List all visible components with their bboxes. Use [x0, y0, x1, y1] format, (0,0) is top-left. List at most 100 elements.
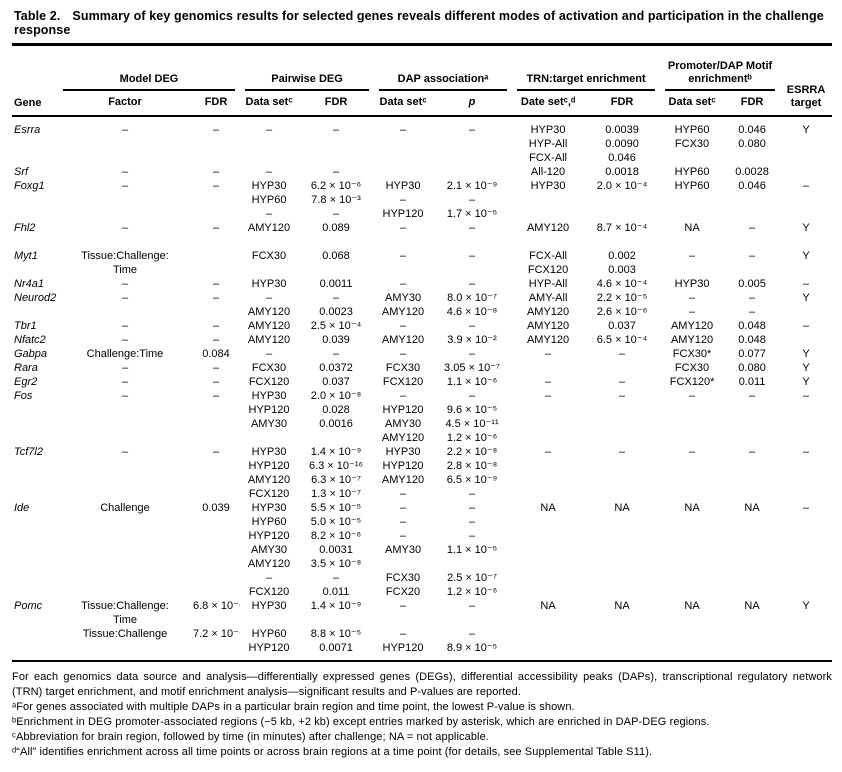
data-cell: [58, 473, 192, 487]
gene-cell: [12, 515, 58, 529]
table-row: – – FCX30 2.5 × 10⁻⁷: [12, 571, 832, 585]
data-cell: [724, 641, 780, 661]
data-cell: –: [544, 390, 552, 402]
data-cell: [780, 557, 832, 571]
gene-cell: Nfatc2: [14, 334, 46, 346]
group-header-model-deg: Model DEG: [58, 46, 240, 91]
data-cell: –: [332, 124, 340, 136]
data-cell: 5.0 × 10⁻⁵: [310, 516, 362, 528]
data-cell: –: [332, 166, 340, 178]
data-cell: [660, 627, 724, 641]
data-cell: [512, 641, 584, 661]
data-cell: 8.2 × 10⁻⁶: [310, 530, 362, 542]
data-cell: [58, 487, 192, 501]
data-cell: HYP30: [385, 180, 421, 192]
table-row: Foxg1 – – HYP30 6.2 × 10⁻⁶ HYP30 2.1 × 10⁻⁹ HYP…: [12, 179, 832, 193]
data-cell: [58, 459, 192, 473]
data-cell: –: [399, 600, 407, 612]
data-cell: –: [212, 222, 220, 234]
data-cell: [660, 543, 724, 557]
table-row: Time FCX120 0.003: [12, 263, 832, 277]
table-row: AMY120 0.0023 AMY120 4.6 × 10⁻⁸ AMY120 2.6 × …: [12, 305, 832, 319]
table-row: Fos – – HYP30 2.0 × 10⁻⁸ – – – – – – –: [12, 389, 832, 403]
data-cell: HYP-All: [528, 278, 568, 290]
data-cell: [192, 613, 240, 627]
table-row: Neurod2 – – – – AMY30 8.0 × 10⁻⁷ AMY-All 2.2 × 1…: [12, 291, 832, 305]
table-row: AMY30 0.0031 AMY30 1.1 × 10⁻⁵: [12, 543, 832, 557]
data-cell: [724, 473, 780, 487]
data-cell: –: [468, 628, 476, 640]
gene-cell: [12, 151, 58, 165]
gene-cell: Srf: [14, 166, 29, 178]
data-cell: [724, 403, 780, 417]
data-cell: 3.9 × 10⁻²: [447, 334, 497, 346]
data-cell: [780, 333, 832, 347]
data-cell: [512, 207, 584, 221]
gene-cell: [12, 571, 58, 585]
data-cell: [58, 207, 192, 221]
group-header-dap-association: DAP associationᵃ: [374, 46, 512, 91]
data-cell: –: [803, 320, 810, 332]
data-cell: [780, 613, 832, 627]
col-header-motif-fdr: FDR: [724, 91, 781, 117]
data-cell: [192, 543, 240, 557]
data-cell: [58, 557, 192, 571]
data-cell: [584, 613, 660, 627]
data-cell: [374, 613, 432, 627]
data-cell: Challenge: [100, 502, 150, 514]
data-cell: [584, 473, 660, 487]
table-row: AMY120 1.2 × 10⁻⁶: [12, 431, 832, 445]
genomics-results-table: Gene Model DEG Pairwise DEG DAP associat…: [12, 46, 833, 662]
data-cell: 0.046: [608, 152, 636, 164]
data-cell: 1.4 × 10⁻⁹: [310, 600, 362, 612]
data-cell: FCX120: [382, 376, 424, 388]
data-cell: –: [121, 390, 129, 402]
data-cell: [724, 207, 780, 221]
data-cell: 2.2 × 10⁻⁵: [596, 292, 648, 304]
data-cell: 0.0039: [605, 124, 639, 136]
data-cell: 6.3 × 10⁻¹⁶: [308, 460, 364, 472]
data-cell: [192, 193, 240, 207]
data-cell: [724, 515, 780, 529]
data-cell: [660, 263, 724, 277]
data-cell: –: [468, 600, 476, 612]
data-cell: [512, 487, 584, 501]
data-cell: 0.005: [738, 278, 766, 290]
data-cell: HYP30: [251, 390, 287, 402]
data-cell: –: [618, 376, 626, 388]
data-cell: 6.3 × 10⁻⁷: [311, 474, 361, 486]
data-cell: 0.0031: [319, 544, 353, 556]
data-cell: [192, 431, 240, 445]
data-cell: HYP30: [251, 502, 287, 514]
data-cell: NA: [540, 502, 556, 514]
data-cell: –: [468, 194, 476, 206]
data-cell: –: [399, 516, 407, 528]
data-cell: [512, 571, 584, 585]
table-row: Nr4a1 – – HYP30 0.0011 – – HYP-All 4.6 × 10⁻⁴ HYP…: [12, 277, 832, 291]
data-cell: [780, 193, 832, 207]
data-cell: 8.9 × 10⁻⁵: [446, 642, 498, 654]
data-cell: HYP120: [382, 404, 424, 416]
data-cell: 2.2 × 10⁻⁸: [446, 446, 498, 458]
table-row: Rara – – FCX30 0.0372 FCX30 3.05 × 10⁻⁷ FCX30 0.…: [12, 361, 832, 375]
data-cell: [780, 487, 832, 501]
data-cell: All-120: [530, 166, 566, 178]
data-cell: 2.6 × 10⁻⁶: [596, 306, 648, 318]
data-cell: [512, 529, 584, 543]
data-cell: –: [688, 292, 696, 304]
data-cell: –: [468, 250, 476, 262]
data-cell: –: [399, 488, 407, 500]
data-cell: 0.039: [202, 502, 230, 514]
data-cell: –: [265, 124, 273, 136]
table-row: Time: [12, 613, 832, 627]
data-cell: –: [121, 320, 129, 332]
data-cell: [512, 459, 584, 473]
data-cell: [584, 487, 660, 501]
gene-cell: [12, 557, 58, 571]
data-cell: 0.068: [322, 250, 350, 262]
data-cell: –: [212, 362, 220, 374]
gene-cell: [12, 459, 58, 473]
table-row: AMY30 0.0016 AMY30 4.5 × 10⁻¹¹: [12, 417, 832, 431]
data-cell: [192, 473, 240, 487]
col-header-dap-p: p: [432, 91, 513, 117]
